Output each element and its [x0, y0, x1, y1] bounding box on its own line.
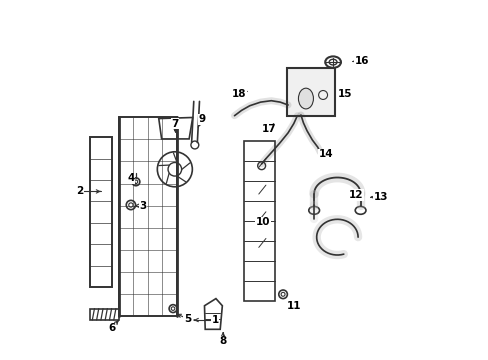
Text: 2: 2 — [76, 186, 83, 197]
Text: 4: 4 — [127, 173, 134, 183]
Text: 16: 16 — [354, 57, 368, 66]
Bar — [244, 141, 275, 301]
Bar — [119, 117, 176, 316]
Text: 8: 8 — [219, 337, 226, 346]
Text: 7: 7 — [171, 118, 178, 129]
Text: 12: 12 — [348, 190, 363, 200]
Text: 5: 5 — [183, 314, 191, 324]
Text: 6: 6 — [108, 323, 115, 333]
Text: 13: 13 — [373, 192, 387, 202]
Bar — [90, 137, 112, 287]
Text: 9: 9 — [199, 114, 205, 124]
Text: 15: 15 — [337, 89, 352, 99]
Text: 14: 14 — [318, 149, 333, 159]
Text: 17: 17 — [261, 124, 276, 134]
Ellipse shape — [298, 88, 313, 109]
Text: 18: 18 — [231, 89, 246, 99]
Bar — [90, 309, 119, 320]
Text: 3: 3 — [139, 201, 146, 211]
Text: 1: 1 — [211, 315, 219, 325]
Text: 10: 10 — [255, 217, 270, 227]
Text: 11: 11 — [286, 301, 301, 311]
Bar — [287, 68, 334, 116]
